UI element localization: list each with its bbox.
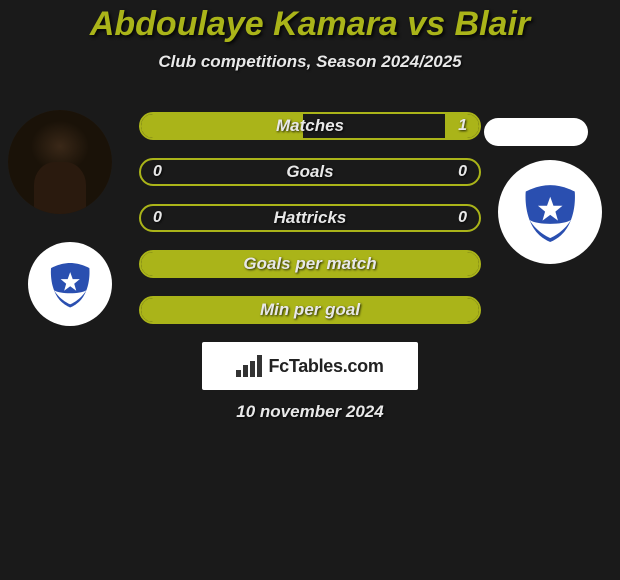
stat-bar: 0 0 Goals [139,158,481,186]
comparison-card: Abdoulaye Kamara vs Blair Club competiti… [0,0,620,422]
stat-bar: 1 Matches [139,112,481,140]
chart-icon [236,355,262,377]
stat-label: Goals per match [243,254,376,274]
club-badge-right [498,160,602,264]
stat-value-left: 0 [153,163,162,181]
page-title: Abdoulaye Kamara vs Blair [0,5,620,44]
main-area: 1 Matches 0 0 Goals 0 0 Hattricks Goals per matc… [0,102,620,422]
stat-value-left: 0 [153,209,162,227]
stat-value-right: 0 [458,163,467,181]
stat-bar: Min per goal [139,296,481,324]
player-silhouette [8,110,112,214]
stat-value-right: 1 [458,117,467,135]
brand-text: FcTables.com [268,356,383,377]
stat-label: Goals [286,162,333,182]
stat-bars: 1 Matches 0 0 Goals 0 0 Hattricks Goals per matc… [139,102,481,324]
stat-bar: 0 0 Hattricks [139,204,481,232]
date-label: 10 november 2024 [0,402,620,422]
player-right-photo [484,118,588,146]
club-badge-left [28,242,112,326]
stat-bar: Goals per match [139,250,481,278]
stat-label: Min per goal [260,300,360,320]
shield-icon [45,259,95,309]
stat-label: Matches [276,116,344,136]
brand-logo: FcTables.com [202,342,418,390]
stat-label: Hattricks [274,208,347,228]
player-left-photo [8,110,112,214]
subtitle: Club competitions, Season 2024/2025 [0,52,620,72]
shield-icon [518,180,582,244]
stat-value-right: 0 [458,209,467,227]
